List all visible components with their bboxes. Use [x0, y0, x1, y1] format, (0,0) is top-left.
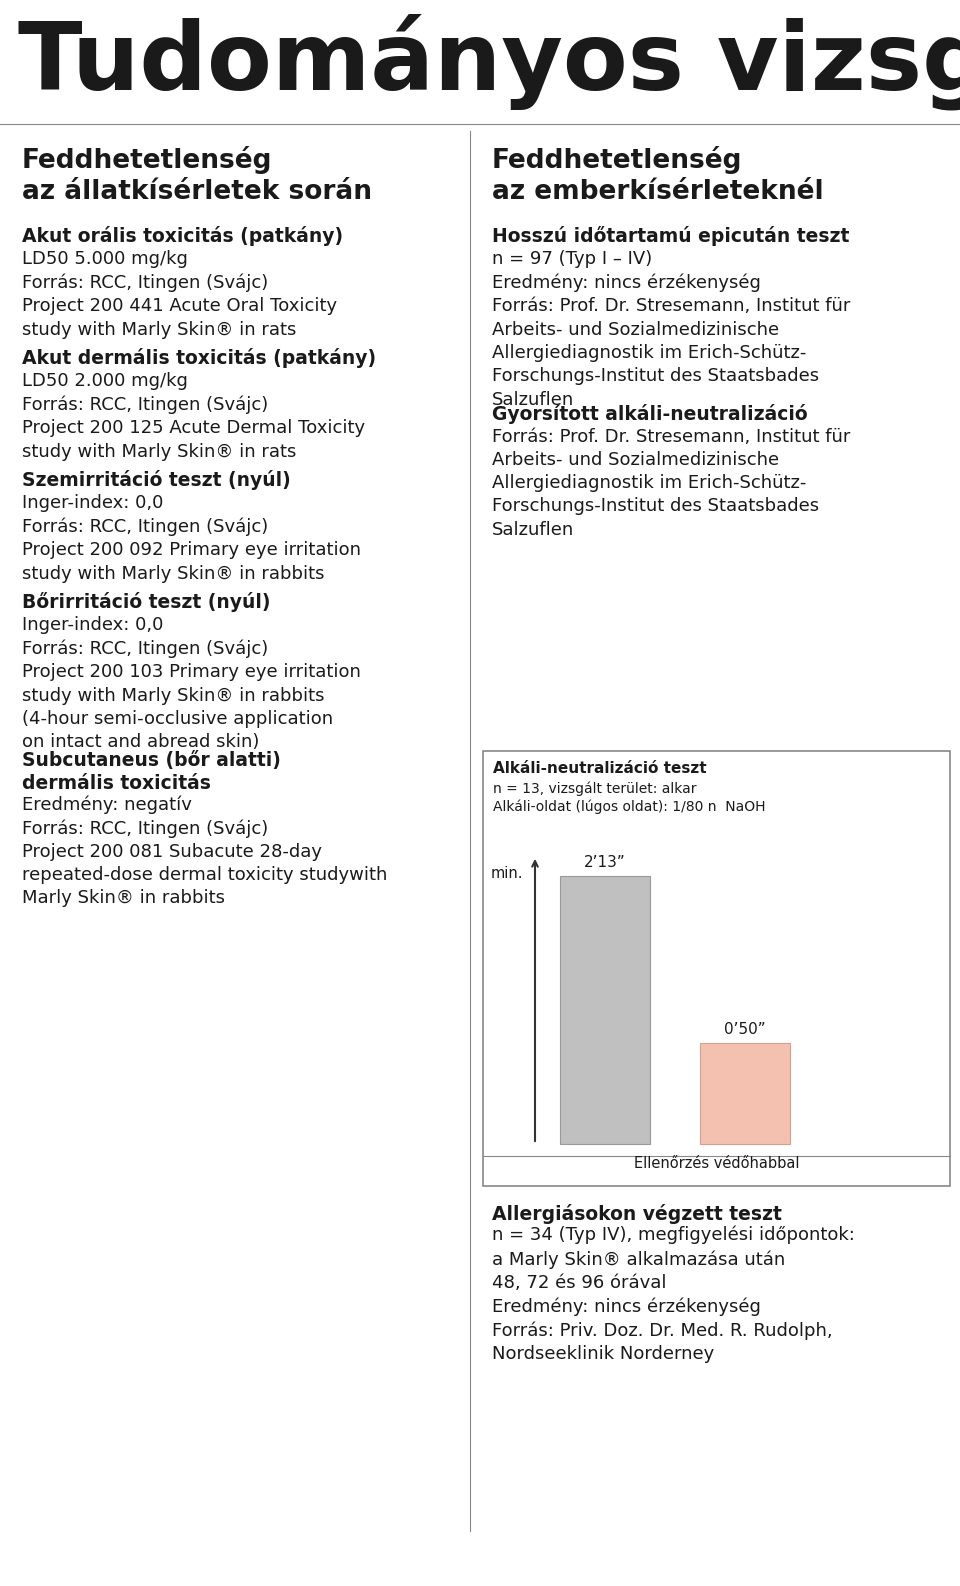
- Text: n = 34 (Typ IV), megfigyelési időpontok:
a Marly Skin® alkalmazása után
48, 72 é: n = 34 (Typ IV), megfigyelési időpontok:…: [492, 1226, 854, 1364]
- Text: Alkáli-oldat (lúgos oldat): 1/80 n  NaOH: Alkáli-oldat (lúgos oldat): 1/80 n NaOH: [493, 799, 765, 814]
- Text: 2’13”: 2’13”: [584, 855, 626, 871]
- Text: Feddhetetlenség
az emberkísérleteknél: Feddhetetlenség az emberkísérleteknél: [492, 146, 824, 205]
- Text: Alkáli-neutralizáció teszt: Alkáli-neutralizáció teszt: [493, 761, 707, 776]
- Text: Forrás: Prof. Dr. Stresemann, Institut für
Arbeits- und Sozialmedizinische
Aller: Forrás: Prof. Dr. Stresemann, Institut f…: [492, 428, 851, 539]
- Bar: [483, 752, 950, 1186]
- Text: n = 13, vizsgált terület: alkar: n = 13, vizsgált terület: alkar: [493, 780, 697, 796]
- Text: Subcutaneus (bőr alatti)
dermális toxicitás: Subcutaneus (bőr alatti) dermális toxici…: [22, 752, 281, 793]
- Text: Ellenőrzés védőhabbal: Ellenőrzés védőhabbal: [634, 1156, 800, 1170]
- Text: Gyorsított alkáli-neutralizáció: Gyorsított alkáli-neutralizáció: [492, 403, 807, 423]
- Text: n = 97 (Typ I – IV)
Eredmény: nincs érzékenység
Forrás: Prof. Dr. Stresemann, In: n = 97 (Typ I – IV) Eredmény: nincs érzé…: [492, 251, 851, 409]
- Text: Feddhetetlenség
az állatkísérletek során: Feddhetetlenség az állatkísérletek során: [22, 146, 372, 205]
- Text: min.: min.: [491, 866, 523, 880]
- Text: Bőrirritáció teszt (nyúl): Bőrirritáció teszt (nyúl): [22, 592, 271, 612]
- Text: LD50 5.000 mg/kg
Forrás: RCC, Itingen (Svájc)
Project 200 441 Acute Oral Toxicit: LD50 5.000 mg/kg Forrás: RCC, Itingen (S…: [22, 251, 337, 339]
- Text: Tudományos vizsgálatok: Tudományos vizsgálatok: [18, 13, 960, 109]
- Text: Hosszú időtartamú epicután teszt: Hosszú időtartamú epicután teszt: [492, 225, 850, 246]
- Bar: [560, 875, 650, 1144]
- Text: 0’50”: 0’50”: [724, 1023, 766, 1037]
- Text: LD50 2.000 mg/kg
Forrás: RCC, Itingen (Svájc)
Project 200 125 Acute Dermal Toxic: LD50 2.000 mg/kg Forrás: RCC, Itingen (S…: [22, 373, 365, 460]
- Text: Allergiásokon végzett teszt: Allergiásokon végzett teszt: [492, 1204, 781, 1224]
- Bar: [700, 1044, 790, 1144]
- Text: Szemirritáció teszt (nyúl): Szemirritáció teszt (nyúl): [22, 469, 291, 490]
- Text: Inger-index: 0,0
Forrás: RCC, Itingen (Svájc)
Project 200 103 Primary eye irrita: Inger-index: 0,0 Forrás: RCC, Itingen (S…: [22, 615, 361, 752]
- Text: Akut dermális toxicitás (patkány): Akut dermális toxicitás (patkány): [22, 347, 376, 368]
- Text: Inger-index: 0,0
Forrás: RCC, Itingen (Svájc)
Project 200 092 Primary eye irrita: Inger-index: 0,0 Forrás: RCC, Itingen (S…: [22, 493, 361, 582]
- Text: Eredmény: negatív
Forrás: RCC, Itingen (Svájc)
Project 200 081 Subacute 28-day
r: Eredmény: negatív Forrás: RCC, Itingen (…: [22, 795, 388, 907]
- Text: Akut orális toxicitás (patkány): Akut orális toxicitás (patkány): [22, 225, 343, 246]
